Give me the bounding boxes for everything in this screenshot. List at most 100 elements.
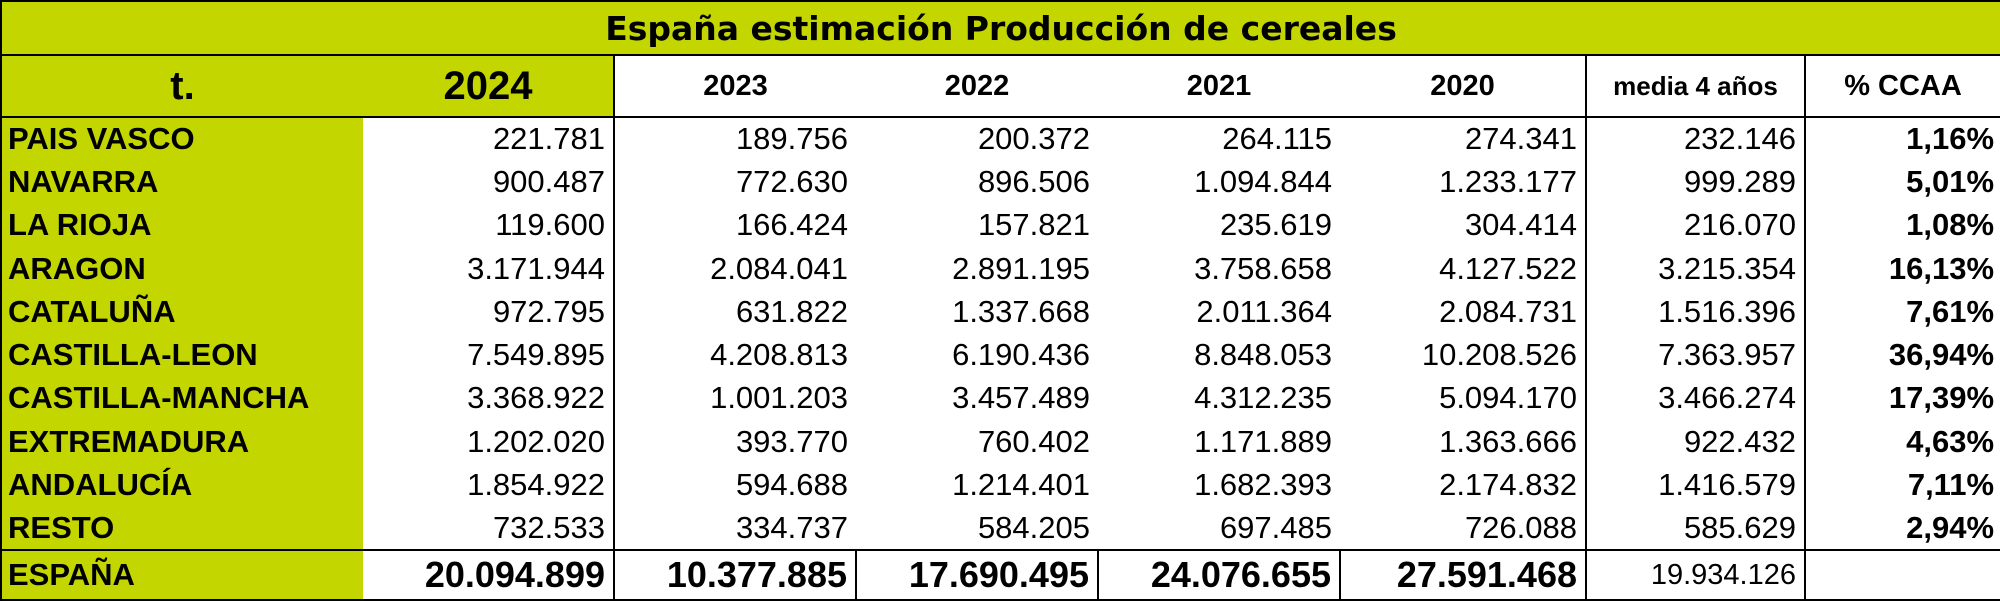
value-media: 216.070 [1585, 203, 1806, 247]
table-row: EXTREMADURA 1.202.020 393.770 760.402 1.171.… [0, 420, 2000, 464]
value-media: 3.215.354 [1585, 246, 1806, 291]
value-media: 922.432 [1585, 420, 1806, 464]
value-2021: 235.619 [1098, 203, 1340, 247]
value-2023: 772.630 [614, 160, 856, 204]
region-name: RESTO [0, 506, 363, 550]
value-2023: 1.001.203 [614, 376, 856, 421]
value-pct: 16,13% [1805, 246, 2000, 291]
year-header-2022: 2022 [856, 54, 1098, 118]
region-name: ANDALUCÍA [0, 463, 363, 507]
value-media: 585.629 [1585, 506, 1806, 550]
value-pct: 1,16% [1805, 117, 2000, 161]
total-2023: 10.377.885 [614, 549, 857, 601]
value-media: 232.146 [1585, 117, 1806, 161]
table-row: RESTO 732.533 334.737 584.205 697.485 726.088… [0, 506, 2000, 550]
value-2022: 1.214.401 [856, 463, 1098, 507]
value-media: 7.363.957 [1585, 333, 1806, 377]
total-2021: 24.076.655 [1098, 549, 1341, 601]
value-2021: 1.171.889 [1098, 420, 1340, 464]
value-2022: 3.457.489 [856, 376, 1098, 421]
region-name: CATALUÑA [0, 290, 363, 334]
total-2024: 20.094.899 [363, 549, 615, 601]
value-2024: 732.533 [363, 506, 615, 550]
value-2023: 2.084.041 [614, 246, 856, 291]
total-media: 19.934.126 [1586, 549, 1806, 601]
region-name: CASTILLA-LEON [0, 333, 363, 377]
value-2020: 4.127.522 [1340, 246, 1586, 291]
value-2022: 157.821 [856, 203, 1098, 247]
value-2024: 1.854.922 [363, 463, 615, 507]
value-2022: 584.205 [856, 506, 1098, 550]
value-pct: 17,39% [1805, 376, 2000, 421]
pct-header: % CCAA [1805, 54, 2000, 118]
value-2020: 1.363.666 [1340, 420, 1586, 464]
value-pct: 5,01% [1805, 160, 2000, 204]
value-2020: 5.094.170 [1340, 376, 1586, 421]
value-2024: 7.549.895 [363, 333, 615, 377]
table-row: PAIS VASCO 221.781 189.756 200.372 264.115 27… [0, 117, 2000, 161]
value-2021: 2.011.364 [1098, 290, 1340, 334]
value-2023: 594.688 [614, 463, 856, 507]
value-media: 3.466.274 [1585, 376, 1806, 421]
total-2020: 27.591.468 [1340, 549, 1587, 601]
value-2022: 896.506 [856, 160, 1098, 204]
value-media: 1.516.396 [1585, 290, 1806, 334]
value-2023: 393.770 [614, 420, 856, 464]
value-2024: 900.487 [363, 160, 615, 204]
region-name: PAIS VASCO [0, 117, 363, 161]
unit-header: t. [0, 54, 363, 118]
value-2020: 10.208.526 [1340, 333, 1586, 377]
value-2021: 3.758.658 [1098, 246, 1340, 291]
value-2021: 1.682.393 [1098, 463, 1340, 507]
value-2020: 1.233.177 [1340, 160, 1586, 204]
media-header: media 4 años [1585, 54, 1806, 118]
value-2022: 6.190.436 [856, 333, 1098, 377]
value-2024: 3.368.922 [363, 376, 615, 421]
region-name: CASTILLA-MANCHA [0, 376, 363, 421]
value-media: 999.289 [1585, 160, 1806, 204]
table-row: CASTILLA-MANCHA 3.368.922 1.001.203 3.457.4… [0, 376, 2000, 421]
value-2023: 631.822 [614, 290, 856, 334]
value-pct: 1,08% [1805, 203, 2000, 247]
year-header-2024: 2024 [363, 54, 614, 118]
value-2024: 1.202.020 [363, 420, 615, 464]
value-pct: 4,63% [1805, 420, 2000, 464]
year-header-2021: 2021 [1098, 54, 1340, 118]
value-2020: 2.084.731 [1340, 290, 1586, 334]
table-row: ANDALUCÍA 1.854.922 594.688 1.214.401 1.682.… [0, 463, 2000, 507]
value-2021: 1.094.844 [1098, 160, 1340, 204]
value-pct: 7,61% [1805, 290, 2000, 334]
table-row: NAVARRA 900.487 772.630 896.506 1.094.844 1.2… [0, 160, 2000, 204]
value-2022: 2.891.195 [856, 246, 1098, 291]
table-title: España estimación Producción de cereales [0, 0, 2000, 56]
total-region-name: ESPAÑA [0, 549, 363, 601]
header-row: t. 2024 2023 2022 2021 2020 media 4 años… [0, 54, 2000, 118]
value-2024: 3.171.944 [363, 246, 615, 291]
table-row: ARAGON 3.171.944 2.084.041 2.891.195 3.758.6… [0, 246, 2000, 291]
value-2021: 8.848.053 [1098, 333, 1340, 377]
value-2024: 119.600 [363, 203, 615, 247]
region-name: ARAGON [0, 246, 363, 291]
value-2021: 264.115 [1098, 117, 1340, 161]
region-rows: PAIS VASCO 221.781 189.756 200.372 264.115 27… [0, 117, 2000, 550]
value-pct: 36,94% [1805, 333, 2000, 377]
value-2023: 189.756 [614, 117, 856, 161]
year-header-2020: 2020 [1340, 54, 1586, 118]
total-row: ESPAÑA 20.094.899 10.377.885 17.690.495 … [0, 549, 2000, 601]
value-2022: 200.372 [856, 117, 1098, 161]
value-2023: 166.424 [614, 203, 856, 247]
region-name: NAVARRA [0, 160, 363, 204]
year-header-2023: 2023 [613, 54, 856, 118]
value-2022: 760.402 [856, 420, 1098, 464]
total-2022: 17.690.495 [856, 549, 1099, 601]
region-name: LA RIOJA [0, 203, 363, 247]
value-2020: 274.341 [1340, 117, 1586, 161]
value-2021: 4.312.235 [1098, 376, 1340, 421]
value-pct: 2,94% [1805, 506, 2000, 550]
region-name: EXTREMADURA [0, 420, 363, 464]
value-2021: 697.485 [1098, 506, 1340, 550]
value-2020: 2.174.832 [1340, 463, 1586, 507]
value-2020: 304.414 [1340, 203, 1586, 247]
table-row: CASTILLA-LEON 7.549.895 4.208.813 6.190.436… [0, 333, 2000, 377]
total-pct [1805, 549, 2000, 601]
